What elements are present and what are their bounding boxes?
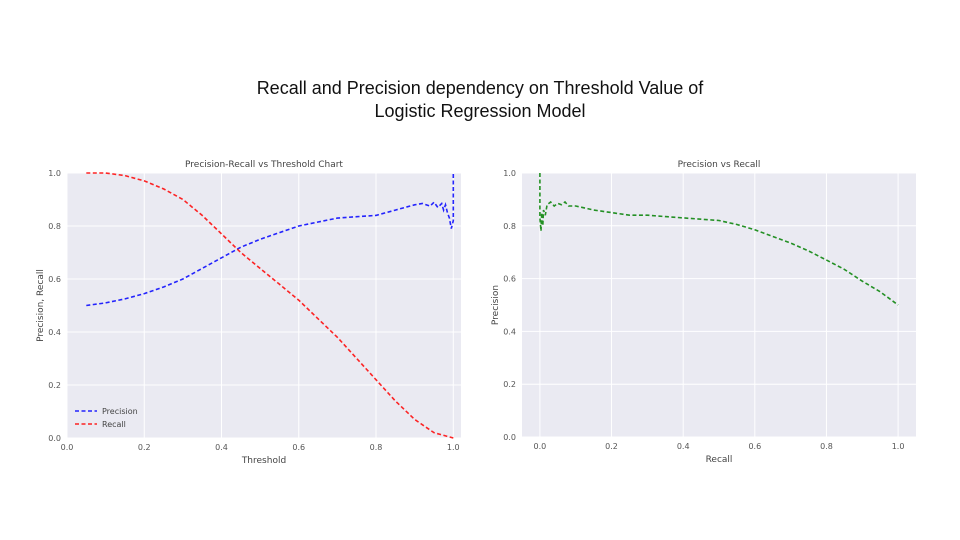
y-axis-label: Precision (491, 285, 501, 325)
x-axis-label: Recall (706, 455, 733, 465)
plot-area (522, 173, 916, 437)
legend-label-recall: Recall (102, 420, 126, 429)
y-tick-label: 0.4 (503, 327, 516, 336)
x-tick-label: 1.0 (892, 442, 905, 451)
series-line-recall (86, 172, 454, 439)
y-tick-label: 0.8 (503, 222, 516, 231)
x-tick-label: 0.8 (370, 443, 383, 452)
y-tick-label: 0.2 (48, 381, 61, 390)
chart-title: Precision vs Recall (678, 160, 761, 170)
x-tick-label: 0.4 (677, 442, 690, 451)
y-tick-label: 0.0 (503, 433, 516, 442)
x-tick-labels: 0.0 0.2 0.4 0.6 0.8 1.0 (61, 443, 460, 452)
legend-label-precision: Precision (102, 407, 138, 416)
plot-area (67, 173, 461, 438)
x-tick-label: 0.6 (748, 442, 761, 451)
series-line-precision (86, 173, 455, 307)
slide-title-line-1: Recall and Precision dependency on Thres… (256, 78, 704, 98)
y-tick-label: 0.0 (48, 434, 61, 443)
x-tick-label: 0.0 (534, 442, 547, 451)
y-tick-label: 0.8 (48, 222, 61, 231)
series-line-0 (539, 173, 899, 306)
y-tick-label: 0.4 (48, 328, 61, 337)
y-tick-labels: 0.0 0.2 0.4 0.6 0.8 1.0 (503, 169, 516, 442)
precision-vs-recall-chart: 0.0 0.2 0.4 0.6 0.8 1.0 0.0 0.2 0.4 0.6 0.8 1.0 Pr… (491, 160, 916, 465)
x-tick-label: 0.6 (292, 443, 305, 452)
legend: Precision Recall (75, 407, 138, 429)
y-tick-label: 0.6 (503, 275, 516, 284)
slide-title-line-2: Logistic Regression Model (374, 101, 586, 121)
y-tick-label: 1.0 (48, 169, 61, 178)
x-axis-label: Threshold (241, 456, 286, 466)
x-tick-labels: 0.0 0.2 0.4 0.6 0.8 1.0 (534, 442, 905, 451)
series-group (86, 172, 455, 439)
x-tick-label: 0.2 (138, 443, 151, 452)
x-tick-label: 0.0 (61, 443, 74, 452)
x-tick-label: 0.8 (820, 442, 833, 451)
x-tick-label: 1.0 (447, 443, 460, 452)
x-tick-label: 0.4 (215, 443, 228, 452)
series-group (539, 173, 899, 306)
grid (66, 172, 461, 439)
y-tick-label: 0.6 (48, 275, 61, 284)
precision-recall-threshold-chart: 0.0 0.2 0.4 0.6 0.8 1.0 0.0 0.2 0.4 0.6 0.8 1.0 Pr… (36, 160, 461, 466)
x-tick-label: 0.2 (605, 442, 618, 451)
y-axis-label: Precision, Recall (36, 269, 46, 342)
grid (522, 172, 916, 438)
y-tick-labels: 0.0 0.2 0.4 0.6 0.8 1.0 (48, 169, 61, 443)
chart-title: Precision-Recall vs Threshold Chart (185, 160, 343, 170)
y-tick-label: 0.2 (503, 380, 516, 389)
slide-title: Recall and Precision dependency on Thres… (0, 77, 960, 123)
y-tick-label: 1.0 (503, 169, 516, 178)
